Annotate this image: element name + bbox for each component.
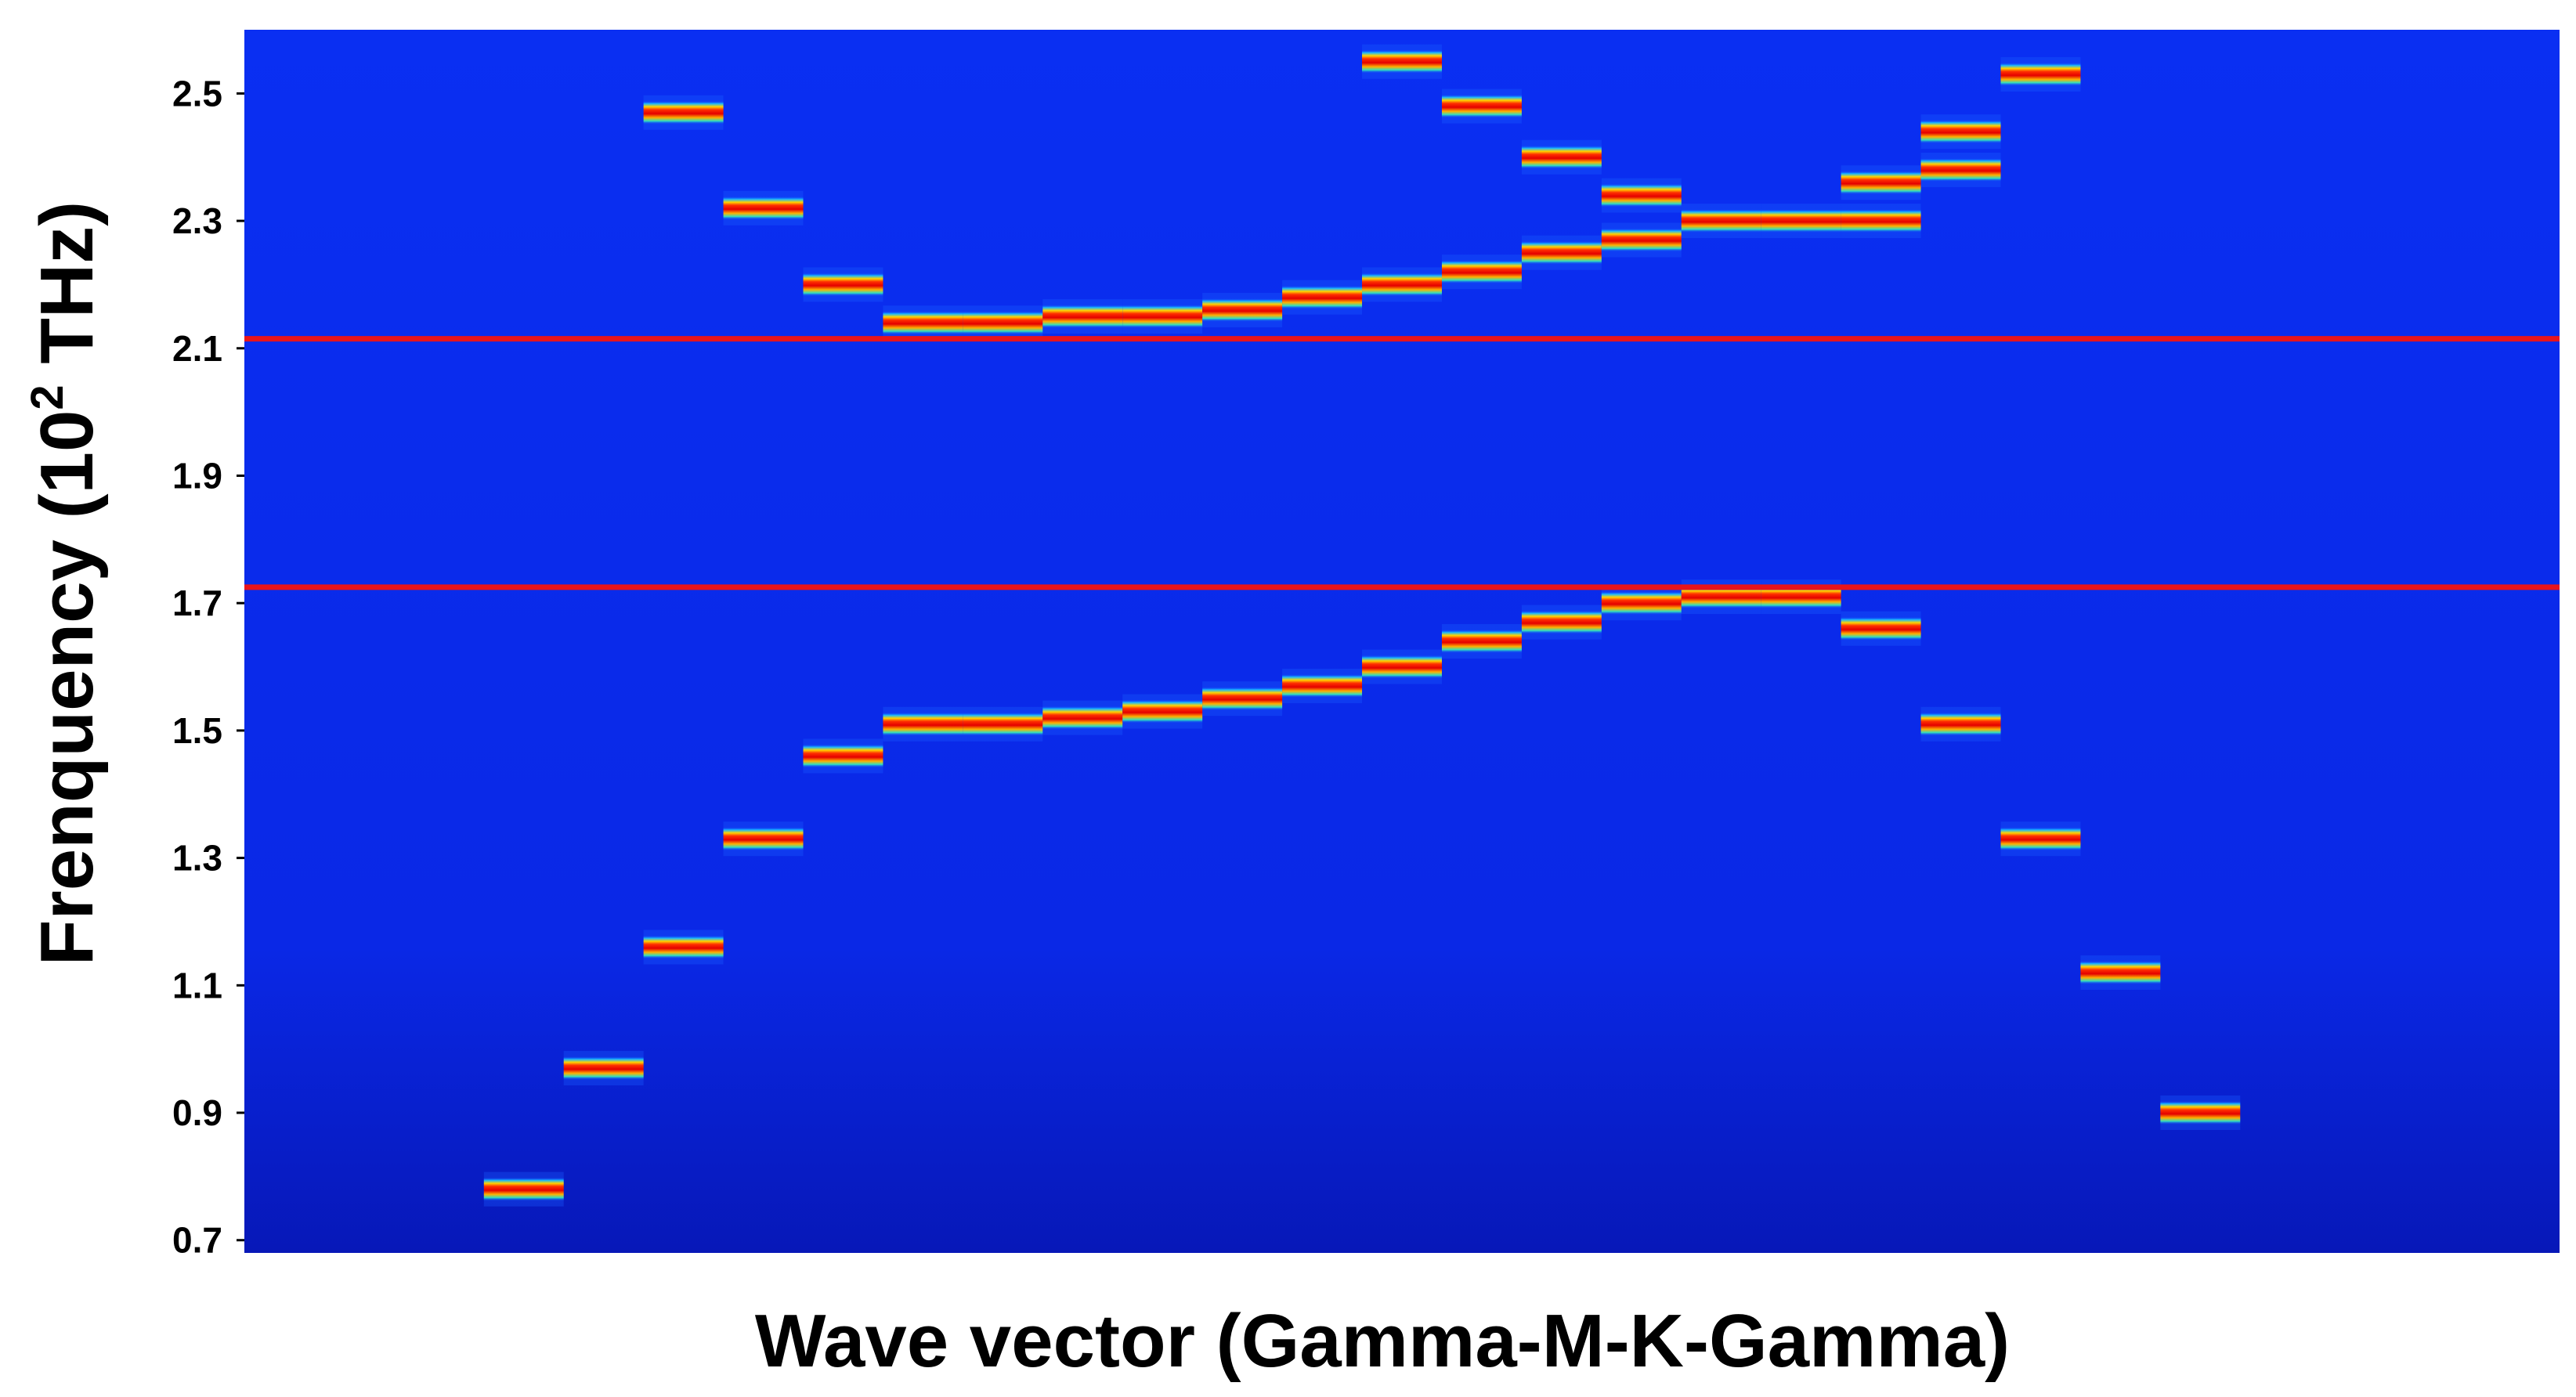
band-segment <box>1521 610 1602 634</box>
band-segment <box>803 273 883 297</box>
band-segment <box>1362 273 1442 297</box>
band-segment <box>723 827 804 851</box>
y-tick-label: 1.3 <box>172 838 222 879</box>
band-segment <box>1122 699 1203 724</box>
band-segment <box>2000 827 2081 851</box>
y-axis-label-superscript: 2 <box>22 384 73 410</box>
band-segment <box>2160 1101 2241 1125</box>
y-tick-label: 1.7 <box>172 583 222 623</box>
band-segment <box>1521 240 1602 265</box>
y-tick-label: 0.7 <box>172 1220 222 1261</box>
y-axis-ticks: 2.5 2.3 2.1 1.9 1.7 1.5 1.3 1.1 0.9 0.7 <box>172 73 244 1261</box>
band-segment <box>1920 157 2001 182</box>
band-segment <box>1761 209 1841 233</box>
y-tick-label: 2.3 <box>172 200 222 241</box>
band-segment <box>963 712 1043 736</box>
y-tick-label: 1.1 <box>172 965 222 1005</box>
y-axis-label-main: Frenquency (10 <box>25 410 109 966</box>
band-segment <box>803 744 883 768</box>
band-segment <box>563 1056 644 1081</box>
band-segment <box>723 196 804 220</box>
x-axis-label: Wave vector (Gamma-M-K-Gamma) <box>755 1299 2010 1383</box>
band-segment <box>883 311 963 335</box>
band-segment <box>1362 655 1442 679</box>
band-segment <box>1841 171 1921 195</box>
band-segment <box>1441 94 1522 118</box>
band-segment <box>1601 183 1682 208</box>
band-segment <box>1362 49 1442 74</box>
y-tick-label: 1.5 <box>172 710 222 751</box>
band-segment <box>1122 305 1203 329</box>
band-segment <box>1601 591 1682 615</box>
band-segment <box>1282 673 1363 698</box>
band-segment <box>2000 62 2081 86</box>
band-segment <box>1202 687 1283 711</box>
band-gap-lines <box>244 336 2560 590</box>
band-segment <box>883 712 963 736</box>
band-segment <box>1521 145 1602 169</box>
y-axis-label: Frenquency (102 THz) <box>22 201 109 966</box>
band-segment <box>1841 209 1921 233</box>
band-segment <box>1920 120 2001 144</box>
y-axis-label-suffix: THz) <box>25 201 109 385</box>
band-segment <box>483 1177 564 1201</box>
band-segment <box>1042 706 1123 730</box>
band-segment <box>1441 260 1522 284</box>
band-segment <box>1042 305 1123 329</box>
band-segment <box>1841 616 1921 641</box>
y-tick-label: 0.9 <box>172 1092 222 1133</box>
band-segment <box>1202 298 1283 322</box>
band-segment <box>963 311 1043 335</box>
plot-area <box>244 30 2560 1253</box>
band-segment <box>1282 285 1363 309</box>
band-segment <box>1920 712 2001 736</box>
y-tick-label: 2.1 <box>172 328 222 369</box>
band-segment <box>1681 209 1761 233</box>
band-segment <box>643 935 724 959</box>
band-segment <box>1601 228 1682 252</box>
band-segment <box>1441 630 1522 653</box>
band-segment <box>2080 961 2161 985</box>
band-segments <box>483 44 2241 1207</box>
y-tick-label: 1.9 <box>172 455 222 496</box>
y-tick-label: 2.5 <box>172 73 222 114</box>
band-segment <box>643 100 724 125</box>
